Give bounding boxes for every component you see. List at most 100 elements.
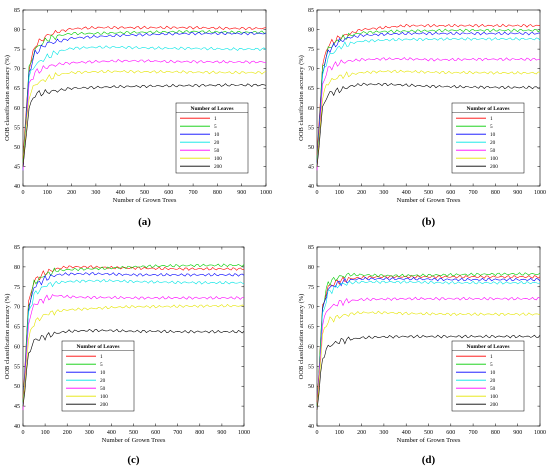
x-tick-label: 700 <box>189 190 198 196</box>
x-tick-label: 800 <box>491 430 500 436</box>
y-tick-label: 55 <box>308 125 314 131</box>
series-line-5 <box>22 29 267 163</box>
y-tick-label: 70 <box>308 67 314 73</box>
legend: Number of Leaves 1 5 10 20 50 100 200 <box>61 340 135 412</box>
y-tick-label: 75 <box>14 285 20 291</box>
series-line-100 <box>22 69 267 167</box>
x-tick-label: 100 <box>335 190 344 196</box>
series-line-50 <box>316 296 541 411</box>
series-line-200 <box>316 82 541 167</box>
series-line-1 <box>316 274 541 403</box>
series-line-10 <box>316 276 541 411</box>
legend-entry: 5 <box>490 124 493 130</box>
y-tick-label: 85 <box>308 245 314 251</box>
y-tick-label: 55 <box>308 364 314 370</box>
series-line-200 <box>22 328 245 407</box>
y-tick-label: 75 <box>308 285 314 291</box>
x-tick-label: 1000 <box>260 190 272 196</box>
legend-entry: 5 <box>490 362 493 368</box>
x-tick-label: 500 <box>424 190 433 196</box>
series-line-50 <box>22 59 267 171</box>
x-tick-label: 600 <box>446 190 455 196</box>
x-tick-label: 0 <box>22 190 25 196</box>
y-tick-label: 55 <box>14 364 20 370</box>
series-line-1 <box>22 25 267 159</box>
y-axis-label: OOB classification accuracy (%) <box>298 55 305 141</box>
y-tick-label: 45 <box>14 404 20 410</box>
panel-3: 0 100 200 300 400 500 600 700 800 900 100040455055… <box>298 245 546 466</box>
legend-box <box>61 340 135 412</box>
series-line-10 <box>316 31 541 163</box>
y-tick-label: 45 <box>308 404 314 410</box>
series-line-10 <box>22 31 267 171</box>
x-tick-label: 100 <box>335 430 344 436</box>
y-tick-label: 60 <box>308 106 314 112</box>
series-line-20 <box>316 37 541 167</box>
y-tick-label: 60 <box>14 344 20 350</box>
x-tick-label: 300 <box>85 430 94 436</box>
y-tick-label: 50 <box>308 384 314 390</box>
legend-entry: 200 <box>214 164 222 170</box>
series-line-10 <box>22 272 245 407</box>
y-tick-label: 70 <box>14 67 20 73</box>
series-line-100 <box>316 310 541 411</box>
legend-entry: 1 <box>100 354 103 360</box>
panel-label: (b) <box>422 216 436 228</box>
legend-title: Number of Leaves <box>467 344 510 350</box>
x-tick-label: 300 <box>379 190 388 196</box>
y-tick-label: 40 <box>308 184 314 190</box>
legend: Number of Leaves 1 5 10 20 50 100 200 <box>175 102 249 174</box>
legend-entry: 50 <box>100 386 106 392</box>
x-tick-label: 400 <box>402 430 411 436</box>
panel-label: (c) <box>127 454 140 466</box>
legend-entry: 10 <box>490 370 496 376</box>
x-tick-label: 100 <box>43 190 52 196</box>
legend-entry: 1 <box>214 116 217 122</box>
x-tick-label: 500 <box>129 430 138 436</box>
x-tick-label: 200 <box>63 430 72 436</box>
x-tick-label: 600 <box>446 430 455 436</box>
legend-entry: 1 <box>490 116 493 122</box>
y-tick-label: 65 <box>308 325 314 331</box>
legend-entry: 10 <box>100 370 106 376</box>
x-tick-label: 800 <box>213 190 222 196</box>
y-tick-label: 85 <box>14 8 20 14</box>
series-line-100 <box>316 69 541 167</box>
y-tick-label: 80 <box>14 265 20 271</box>
x-tick-label: 200 <box>357 430 366 436</box>
y-tick-label: 45 <box>14 164 20 170</box>
x-tick-label: 0 <box>316 430 319 436</box>
x-tick-label: 800 <box>491 190 500 196</box>
series-line-20 <box>22 45 267 171</box>
series-line-50 <box>22 294 245 411</box>
x-tick-label: 700 <box>469 190 478 196</box>
x-axis-label: Number of Grown Trees <box>397 437 461 444</box>
series-line-5 <box>316 272 541 407</box>
x-axis-label: Number of Grown Trees <box>113 197 177 204</box>
x-tick-label: 700 <box>469 430 478 436</box>
legend-entry: 200 <box>490 402 498 408</box>
x-tick-label: 900 <box>513 430 522 436</box>
y-tick-label: 85 <box>14 245 20 251</box>
x-tick-label: 500 <box>424 430 433 436</box>
x-tick-label: 700 <box>173 430 182 436</box>
y-tick-label: 75 <box>308 47 314 53</box>
legend-entry: 10 <box>490 132 496 138</box>
series-line-20 <box>22 279 245 407</box>
y-tick-label: 50 <box>14 384 20 390</box>
panel-2: 0 100 200 300 400 500 600 700 800 900 100040455055… <box>4 245 250 466</box>
x-tick-label: 0 <box>22 430 25 436</box>
legend-title: Number of Leaves <box>191 106 234 112</box>
panel-1: 0 100 200 300 400 500 600 700 800 900 100040455055… <box>298 8 546 228</box>
legend-box <box>175 102 249 174</box>
y-tick-label: 50 <box>308 145 314 151</box>
y-tick-label: 55 <box>14 125 20 131</box>
x-axis-label: Number of Grown Trees <box>102 437 166 444</box>
legend-entry: 5 <box>214 124 217 130</box>
legend-box <box>451 102 525 174</box>
x-tick-label: 400 <box>107 430 116 436</box>
y-tick-label: 65 <box>14 325 20 331</box>
y-axis-label: OOB classification accuracy (%) <box>4 294 11 380</box>
legend-entry: 10 <box>214 132 220 138</box>
